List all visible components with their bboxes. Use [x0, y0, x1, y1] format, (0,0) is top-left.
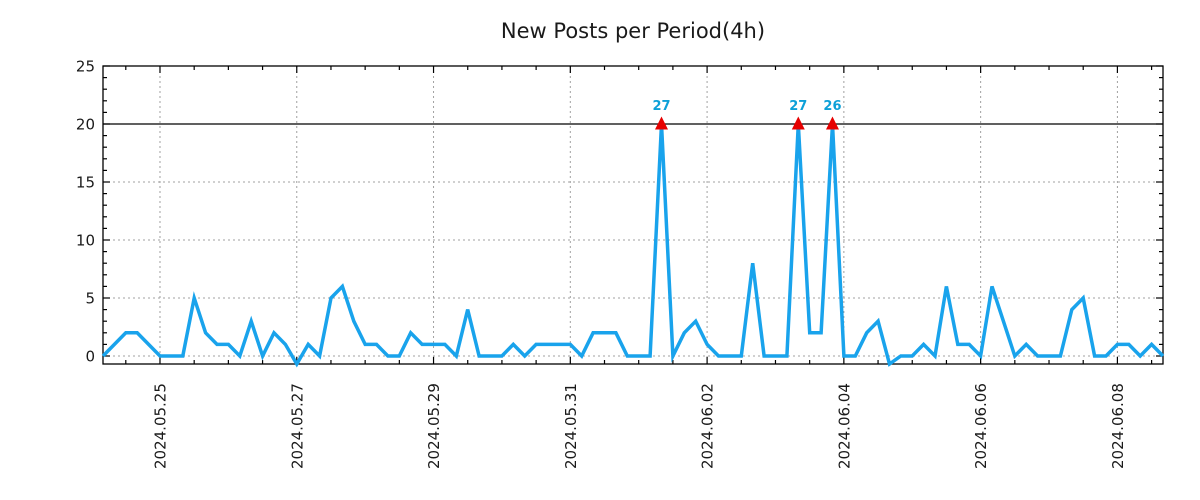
x-axis-tick-label: 2024.05.31 [562, 383, 580, 469]
y-axis-tick-label: 15 [76, 174, 95, 192]
x-axis-tick-label: 2024.06.06 [972, 383, 990, 469]
peak-annotation-label: 27 [652, 99, 670, 114]
y-axis-tick-label: 20 [76, 116, 95, 134]
peak-marker-icon [654, 116, 668, 130]
data-line [101, 123, 1165, 368]
y-axis-tick-label: 25 [76, 58, 95, 76]
y-axis-tick-label: 10 [76, 232, 95, 250]
peak-marker-icon [825, 116, 839, 130]
x-axis-tick-label: 2024.05.25 [151, 383, 169, 469]
x-axis-tick-label: 2024.06.04 [835, 383, 853, 469]
x-axis-tick-label: 2024.05.27 [288, 383, 306, 469]
x-axis-tick-label: 2024.06.08 [1109, 383, 1127, 469]
peak-marker-icon [791, 116, 805, 130]
chart-title: New Posts per Period(4h) [501, 19, 765, 43]
peak-annotation-label: 26 [823, 99, 841, 114]
y-axis-tick-label: 0 [85, 348, 95, 366]
x-axis-tick-label: 2024.05.29 [425, 383, 443, 469]
peak-annotation-label: 27 [789, 99, 807, 114]
y-axis-tick-label: 5 [85, 290, 95, 308]
x-axis-tick-label: 2024.06.02 [699, 383, 717, 469]
plot-border [102, 65, 1164, 365]
